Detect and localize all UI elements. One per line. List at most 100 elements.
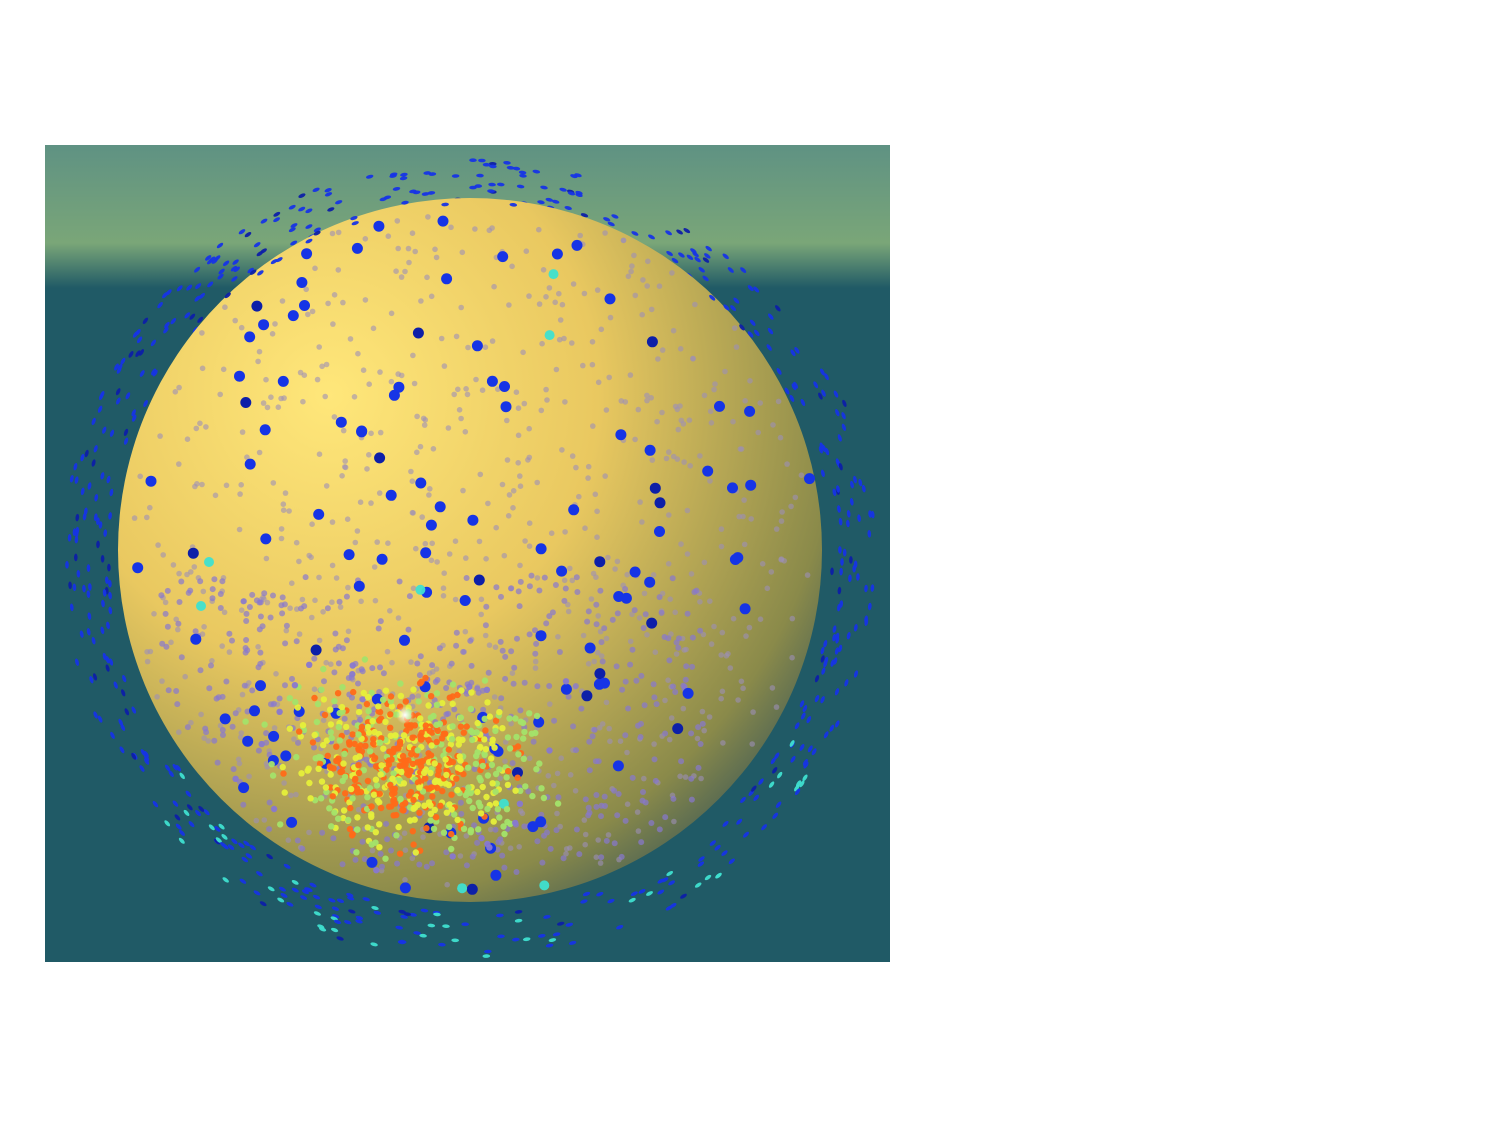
surface-particle — [165, 687, 172, 694]
shell-particle — [224, 292, 231, 299]
surface-particle — [515, 432, 522, 439]
surface-particle — [515, 405, 522, 412]
surface-particle — [493, 584, 500, 591]
shell-particle — [108, 606, 113, 615]
surface-particle — [280, 507, 287, 513]
surface-particle — [244, 647, 251, 654]
surface-particle — [678, 541, 684, 547]
shell-particle — [164, 764, 171, 772]
hotspot-particle — [456, 753, 463, 760]
surface-particle — [665, 561, 672, 567]
shell-particle — [832, 625, 837, 633]
surface-particle — [235, 756, 242, 763]
shell-particle — [697, 861, 705, 867]
hotspot-particle — [416, 809, 423, 816]
shell-particle — [277, 897, 285, 903]
shell-particle — [784, 387, 790, 395]
surface-particle — [565, 693, 572, 700]
surface-particle — [477, 471, 484, 478]
shell-particle — [75, 658, 79, 666]
hotspot-particle — [388, 703, 396, 710]
shell-particle — [97, 715, 103, 723]
surface-particle — [388, 378, 395, 385]
hotspot-particle — [417, 715, 424, 722]
surface-particle — [464, 391, 471, 398]
hotspot-particle — [457, 723, 465, 730]
surface-particle — [471, 766, 478, 772]
surface-particle — [437, 215, 449, 227]
surface-particle — [676, 635, 682, 642]
surface-particle — [581, 290, 588, 297]
surface-particle — [402, 877, 408, 883]
shell-particle — [253, 890, 261, 896]
surface-particle — [458, 415, 464, 422]
hotspot-particle — [478, 834, 485, 842]
shell-particle — [260, 218, 268, 224]
hotspot-particle — [345, 739, 353, 746]
hotspot-particle — [418, 729, 425, 736]
surface-particle — [611, 840, 618, 847]
shell-particle — [853, 475, 857, 484]
surface-particle — [414, 449, 420, 456]
surface-particle — [196, 601, 206, 611]
surface-particle — [159, 678, 165, 684]
surface-particle — [421, 422, 428, 428]
surface-particle — [497, 251, 509, 263]
surface-particle — [376, 689, 383, 695]
surface-particle — [585, 475, 591, 481]
scene-canvas — [45, 145, 890, 962]
shell-particle — [100, 472, 105, 480]
shell-particle — [102, 589, 107, 597]
shell-particle — [170, 317, 177, 325]
surface-particle — [597, 860, 604, 866]
surface-particle — [170, 562, 177, 568]
surface-particle — [410, 585, 417, 592]
hotspot-particle — [428, 742, 435, 749]
surface-particle — [282, 640, 289, 647]
surface-particle — [778, 556, 785, 562]
surface-particle — [615, 429, 627, 441]
surface-particle — [569, 340, 575, 346]
hotspot-particle — [448, 806, 455, 813]
shell-particle — [753, 794, 760, 801]
hotspot-particle — [360, 689, 367, 697]
surface-particle — [409, 509, 416, 516]
surface-particle — [311, 686, 318, 692]
surface-particle — [432, 246, 438, 253]
shell-particle — [389, 174, 397, 178]
shell-particle — [835, 458, 840, 466]
surface-particle — [513, 869, 520, 875]
surface-particle — [462, 628, 469, 635]
hotspot-particle — [353, 849, 360, 856]
render-viewport[interactable] — [45, 145, 890, 962]
surface-particle — [344, 516, 351, 522]
surface-particle — [552, 299, 558, 306]
hotspot-particle — [421, 802, 428, 809]
surface-particle — [589, 733, 596, 740]
surface-particle — [681, 683, 688, 690]
surface-particle — [157, 433, 163, 439]
surface-particle — [212, 492, 219, 499]
surface-particle — [260, 400, 267, 406]
shell-particle — [838, 644, 843, 653]
hotspot-particle — [483, 686, 491, 693]
hotspot-particle — [397, 795, 404, 803]
surface-particle — [144, 514, 150, 521]
surface-particle — [556, 290, 562, 297]
hotspot-particle — [350, 688, 357, 696]
surface-particle — [670, 795, 677, 802]
shell-particle — [109, 429, 115, 437]
surface-particle — [472, 226, 478, 232]
surface-particle — [353, 580, 365, 592]
surface-particle — [239, 691, 246, 698]
hotspot-particle — [460, 729, 467, 736]
surface-particle — [352, 539, 359, 546]
shell-particle — [198, 805, 205, 812]
hotspot-particle — [355, 762, 362, 769]
surface-particle — [361, 856, 368, 863]
surface-particle — [312, 265, 318, 272]
surface-particle — [642, 611, 649, 618]
surface-particle — [369, 847, 376, 854]
shell-particle — [67, 534, 72, 542]
surface-particle — [395, 615, 402, 621]
